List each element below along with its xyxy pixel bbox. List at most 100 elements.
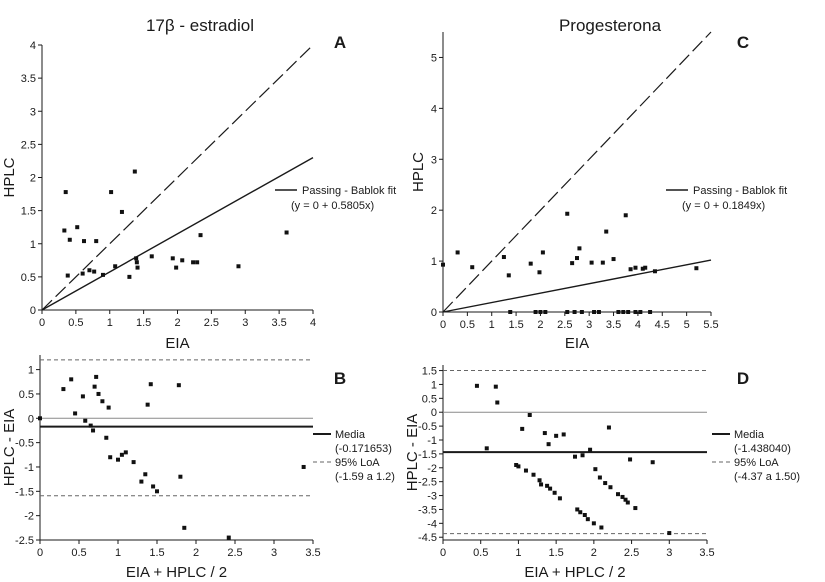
data-point [516, 464, 521, 469]
y-tick-label: -2.5 [418, 477, 437, 489]
data-point [633, 506, 638, 511]
y-tick-label: 0.5 [21, 272, 36, 284]
data-point [597, 475, 602, 480]
data-point [198, 233, 203, 238]
legend-entry: Passing - Bablok fit [302, 185, 396, 197]
data-point [579, 310, 584, 314]
data-point [284, 230, 289, 235]
data-point [537, 478, 542, 483]
x-tick-label: 0.5 [473, 547, 488, 559]
data-point [548, 486, 553, 491]
data-point [528, 261, 533, 266]
data-point [80, 394, 85, 399]
data-point [87, 268, 92, 273]
identity-line [41, 44, 314, 311]
data-point [92, 384, 97, 389]
data-point [546, 442, 551, 447]
data-point [648, 310, 653, 314]
y-tick-label: 4 [431, 103, 437, 115]
data-point [100, 399, 105, 404]
x-tick-label: 0.5 [71, 547, 86, 559]
data-point [640, 266, 645, 271]
x-tick-label: 1 [107, 317, 113, 329]
data-point [616, 310, 621, 314]
data-point [570, 261, 575, 266]
x-axis-label-a: EIA [165, 335, 189, 352]
data-point [75, 225, 80, 230]
y-tick-label: 3.5 [21, 73, 36, 85]
data-point [523, 468, 528, 473]
y-axis-label-a: HPLC [1, 157, 18, 197]
data-point [80, 271, 85, 276]
y-tick-label: -0.5 [418, 421, 437, 433]
data-point [82, 239, 87, 244]
y-tick-label: -3 [427, 491, 437, 503]
x-tick-label: 2 [174, 317, 180, 329]
data-point [191, 260, 196, 265]
data-point [593, 467, 598, 472]
x-tick-label: 4 [310, 317, 316, 329]
data-point [493, 384, 498, 389]
y-tick-label: 0 [431, 307, 437, 319]
y-tick-label: -1.5 [418, 449, 437, 461]
data-point [573, 454, 577, 459]
panel-letter-a: A [334, 33, 346, 52]
x-tick-label: 2.5 [557, 319, 572, 331]
panel-letter-d: D [737, 369, 749, 388]
data-point [38, 416, 42, 421]
legend-entry: Media [335, 429, 366, 441]
legend-entry: (-1.438040) [734, 443, 791, 455]
x-tick-label: 5.5 [703, 319, 718, 331]
data-point [588, 447, 593, 452]
data-point [628, 267, 633, 272]
legend-a: Passing - Bablok fit (y = 0 + 0.5805x) [275, 185, 396, 212]
y-axis-label-b: HPLC - EIA [1, 409, 18, 487]
data-point [94, 374, 99, 379]
data-point [508, 310, 513, 314]
y-axis-label-c: HPLC [410, 152, 427, 192]
data-point [116, 457, 120, 462]
data-point [127, 274, 132, 279]
data-point [65, 273, 70, 278]
x-tick-label: 2.5 [624, 547, 639, 559]
legend-d: Media (-1.438040) 95% LoA (-4.37 a 1.50) [712, 429, 800, 483]
x-tick-label: 3 [666, 547, 672, 559]
y-tick-label: 1 [28, 365, 34, 377]
x-tick-label: 1.5 [548, 547, 563, 559]
x-tick-label: 3 [271, 547, 277, 559]
data-point [643, 265, 648, 270]
data-point [628, 457, 633, 462]
data-point [621, 310, 626, 314]
data-point [62, 228, 67, 233]
y-tick-label: -2 [24, 511, 34, 523]
data-point [539, 482, 544, 487]
data-point [143, 472, 148, 477]
data-point [600, 260, 605, 265]
data-point [608, 485, 613, 490]
data-point [545, 483, 550, 488]
legend-entry: (y = 0 + 0.1849x) [682, 200, 765, 212]
data-point [484, 446, 489, 451]
data-point [582, 513, 587, 517]
y-tick-label: 0.5 [19, 389, 34, 401]
data-point [543, 310, 548, 314]
data-point [603, 481, 608, 486]
x-tick-label: 2 [193, 547, 199, 559]
data-point [625, 500, 630, 505]
x-tick-label: 2.5 [204, 317, 219, 329]
x-tick-label: 0.5 [460, 319, 475, 331]
x-tick-label: 3 [586, 319, 592, 331]
passing-bablok-fit-line [41, 157, 314, 311]
data-point [119, 452, 124, 457]
data-point [591, 521, 596, 526]
data-point [495, 400, 500, 405]
data-point [633, 310, 638, 314]
data-point [178, 474, 183, 479]
passing-bablok-fit-line [442, 259, 712, 313]
y-tick-label: 0.5 [422, 393, 437, 405]
data-point [557, 496, 562, 501]
data-point [91, 428, 96, 433]
data-point [599, 525, 604, 530]
data-point [63, 190, 68, 195]
